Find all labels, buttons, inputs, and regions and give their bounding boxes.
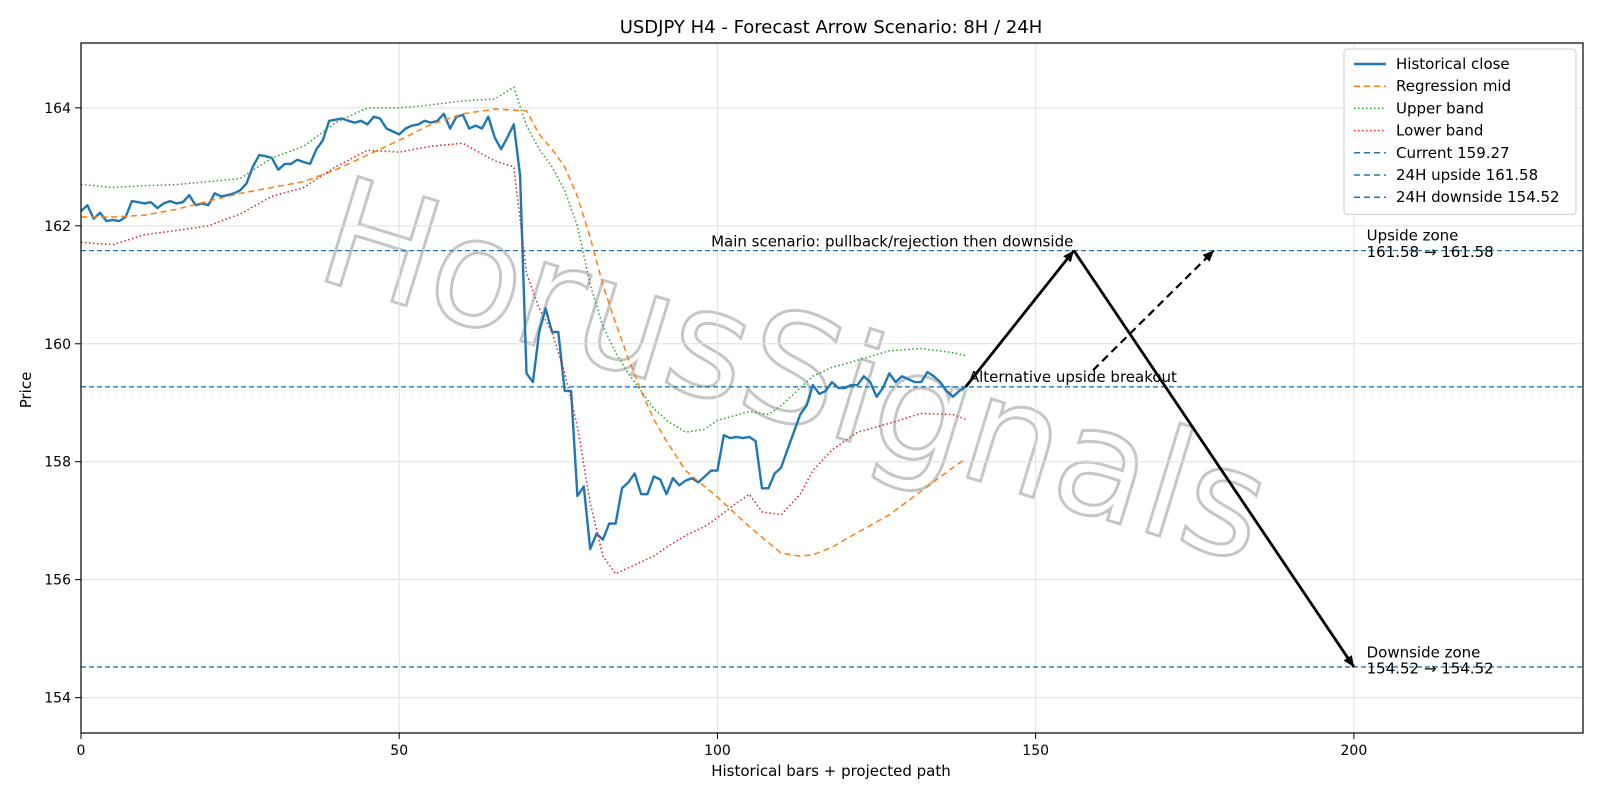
x-tick-label: 50 — [390, 743, 408, 759]
y-tick-label: 154 — [44, 691, 71, 707]
y-tick-label: 158 — [44, 455, 71, 471]
legend-box — [1343, 48, 1577, 215]
chart-title: USDJPY H4 - Forecast Arrow Scenario: 8H … — [620, 17, 1043, 38]
y-axis-label: Price — [17, 372, 35, 409]
y-tick-label: 164 — [44, 101, 71, 117]
legend-label: Lower band — [1396, 122, 1483, 140]
x-axis-label: Historical bars + projected path — [711, 762, 951, 780]
x-tick-label: 200 — [1341, 743, 1368, 759]
legend-label: 24H upside 161.58 — [1396, 166, 1538, 184]
arrow-head — [1063, 250, 1074, 263]
arrow-shaft — [1072, 249, 1356, 668]
annotations: Main scenario: pullback/rejection then d… — [711, 227, 1494, 678]
series-lines — [80, 86, 967, 575]
arrow-shaft — [964, 249, 1075, 388]
series-line — [80, 86, 966, 433]
reference-lines — [81, 249, 1583, 668]
x-tick-label: 150 — [1022, 743, 1049, 759]
series-line — [80, 112, 967, 551]
annotation-text: Main scenario: pullback/rejection then d… — [711, 232, 1073, 250]
y-tick-label: 156 — [44, 573, 71, 589]
annotation-text: Downside zone — [1367, 644, 1481, 662]
scenario-arrows — [964, 249, 1356, 668]
arrow-shaft — [1092, 249, 1215, 372]
y-tick-label: 160 — [44, 337, 71, 353]
annotation-text: 161.58 → 161.58 — [1367, 243, 1494, 261]
legend-label: Regression mid — [1396, 77, 1511, 95]
axis-ticks: 0 50 100 150 200 154 156 158 160 162 164 — [44, 101, 1367, 759]
arrow-head — [1343, 655, 1354, 667]
annotation-text: Alternative upside breakout — [969, 368, 1177, 386]
annotation-text: Upside zone — [1367, 227, 1459, 245]
y-tick-label: 162 — [44, 219, 71, 235]
series-line — [81, 108, 967, 557]
legend-label: Historical close — [1396, 55, 1510, 73]
plot-frame — [80, 42, 1584, 734]
arrow-head — [1202, 250, 1214, 262]
x-tick-label: 0 — [77, 743, 86, 759]
legend-label: Current 159.27 — [1396, 144, 1510, 162]
legend-label: Upper band — [1396, 99, 1484, 117]
series-line — [80, 142, 966, 575]
x-tick-label: 100 — [704, 743, 731, 759]
annotation-text: 154.52 → 154.52 — [1367, 659, 1494, 677]
legend: Historical close Regression mid Upper band… — [1343, 48, 1577, 215]
legend-label: 24H downside 154.52 — [1396, 188, 1560, 206]
